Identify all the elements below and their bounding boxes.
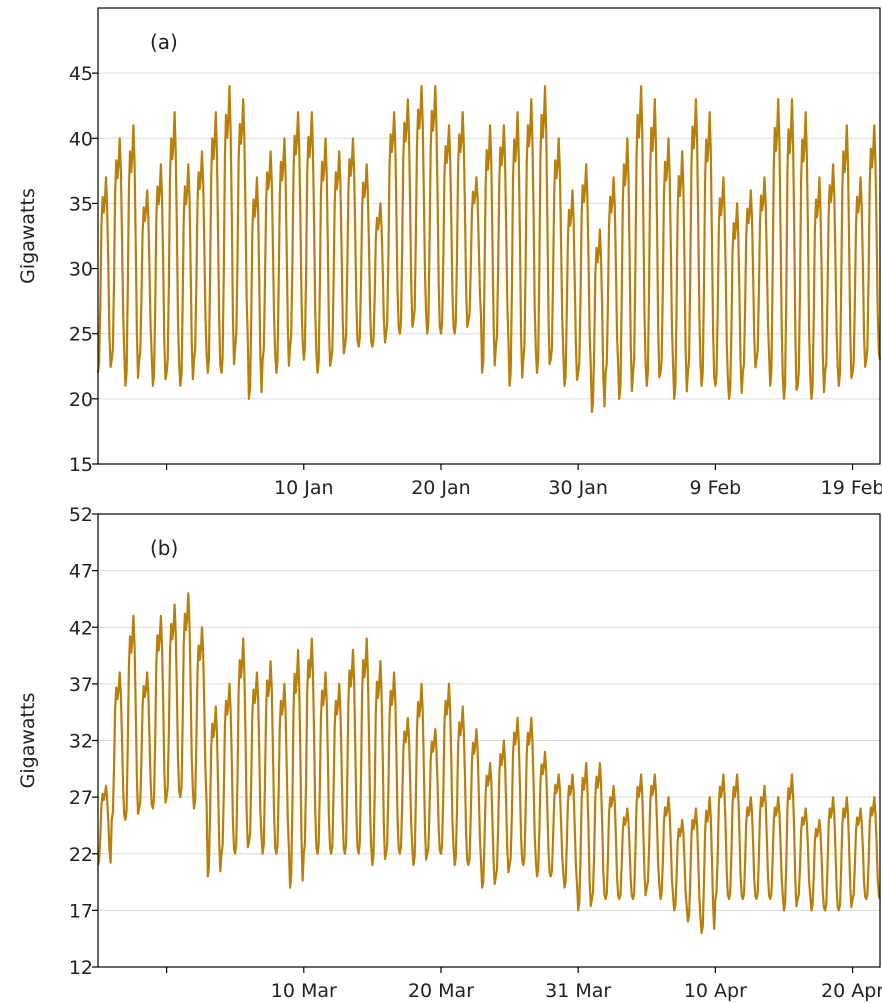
x-tick-label: 19 Feb [821,477,882,499]
y-tick-label: 20 [69,389,93,411]
y-tick-label: 25 [69,324,93,346]
y-axis-label: Gigawatts [17,188,39,284]
x-tick-label: 9 Feb [689,477,741,499]
y-tick-label: 15 [69,454,93,476]
y-axis-label: Gigawatts [17,693,39,789]
x-tick-label: 10 Mar [271,980,337,1002]
y-axis: 15 20 25 30 35 40 45 [69,63,98,476]
chart-panel-a: 15 20 25 30 35 40 45 10 Jan 20 Jan 30 Jan 9 Feb 19… [17,7,882,499]
x-axis: 10 Mar 20 Mar 31 Mar 10 Apr 20 Apr [165,967,882,1002]
panel-label: (a) [150,30,178,54]
y-tick-label: 40 [69,128,93,150]
y-tick-label: 32 [69,731,93,753]
x-tick-label: 20 Mar [408,980,474,1002]
x-tick-label: 10 Jan [274,477,334,499]
y-tick-label: 35 [69,193,93,215]
axes-frame [97,7,881,465]
x-tick-label: 30 Jan [548,477,608,499]
x-tick-label: 10 Apr [684,980,747,1002]
x-tick-label: 20 Apr [821,980,882,1002]
series-line [96,85,882,413]
y-tick-label: 42 [69,617,93,639]
y-tick-label: 22 [69,844,93,866]
x-axis: 10 Jan 20 Jan 30 Jan 9 Feb 19 Feb [165,464,882,499]
x-tick-label: 31 Mar [545,980,611,1002]
y-tick-label: 12 [69,957,93,979]
y-tick-label: 27 [69,787,93,809]
y-tick-label: 37 [69,674,93,696]
y-tick-label: 47 [69,561,93,583]
x-tick-label: 20 Jan [411,477,471,499]
y-tick-label: 45 [69,63,93,85]
panel-label: (b) [150,536,178,560]
y-tick-label: 52 [69,504,93,526]
y-tick-label: 30 [69,259,93,281]
y-axis: 12 17 22 27 32 37 42 47 52 [69,504,98,979]
series-line [96,592,882,935]
y-tick-label: 17 [69,900,93,922]
